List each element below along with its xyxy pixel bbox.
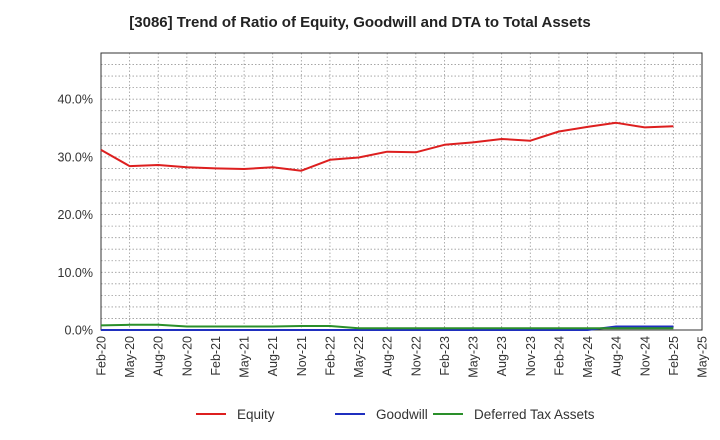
x-tick-label: May-23	[467, 336, 481, 378]
y-tick-label: 40.0%	[58, 93, 93, 107]
series-line-equity	[100, 121, 674, 172]
x-tick-label: Aug-20	[152, 336, 166, 376]
x-tick-label: Feb-24	[552, 336, 566, 376]
x-tick-label: Feb-25	[667, 336, 681, 376]
x-tick-label: May-20	[123, 336, 137, 378]
legend-label: Equity	[237, 407, 275, 422]
x-tick-label: Nov-23	[524, 336, 538, 376]
x-tick-label: Feb-21	[209, 336, 223, 376]
legend: Equity Goodwill Deferred Tax Assets	[196, 407, 595, 422]
series-lines	[100, 121, 674, 331]
x-tick-label: Nov-24	[638, 336, 652, 376]
chart-title: [3086] Trend of Ratio of Equity, Goodwil…	[129, 14, 591, 31]
y-axis-tick-labels: 0.0% 10.0% 20.0% 30.0% 40.0%	[58, 93, 93, 338]
x-tick-label: Aug-23	[495, 336, 509, 376]
x-tick-label: Nov-21	[295, 336, 309, 376]
plot-frame	[100, 52, 703, 331]
x-tick-label: Nov-20	[180, 336, 194, 376]
x-tick-label: May-25	[696, 336, 710, 378]
y-tick-label: 20.0%	[58, 208, 93, 222]
x-tick-label: May-24	[581, 336, 595, 378]
x-tick-label: Aug-24	[610, 336, 624, 376]
y-tick-label: 10.0%	[58, 266, 93, 280]
x-tick-label: Feb-22	[323, 336, 337, 376]
legend-label: Goodwill	[376, 407, 428, 422]
x-tick-label: Feb-20	[95, 336, 109, 376]
y-tick-label: 30.0%	[58, 150, 93, 164]
x-tick-label: Nov-22	[409, 336, 423, 376]
grid	[101, 53, 702, 330]
x-axis-tick-labels: Feb-20 May-20 Aug-20 Nov-20 Feb-21 May-21 Aug-…	[95, 336, 710, 378]
x-tick-label: Aug-21	[266, 336, 280, 376]
x-tick-label: Aug-22	[381, 336, 395, 376]
series-line-deferred-tax-assets	[100, 323, 674, 330]
legend-label: Deferred Tax Assets	[474, 407, 595, 422]
x-tick-label: May-21	[238, 336, 252, 378]
y-tick-label: 0.0%	[65, 324, 94, 338]
x-tick-label: Feb-23	[438, 336, 452, 376]
series-line-goodwill	[101, 325, 674, 331]
x-tick-label: May-22	[352, 336, 366, 378]
